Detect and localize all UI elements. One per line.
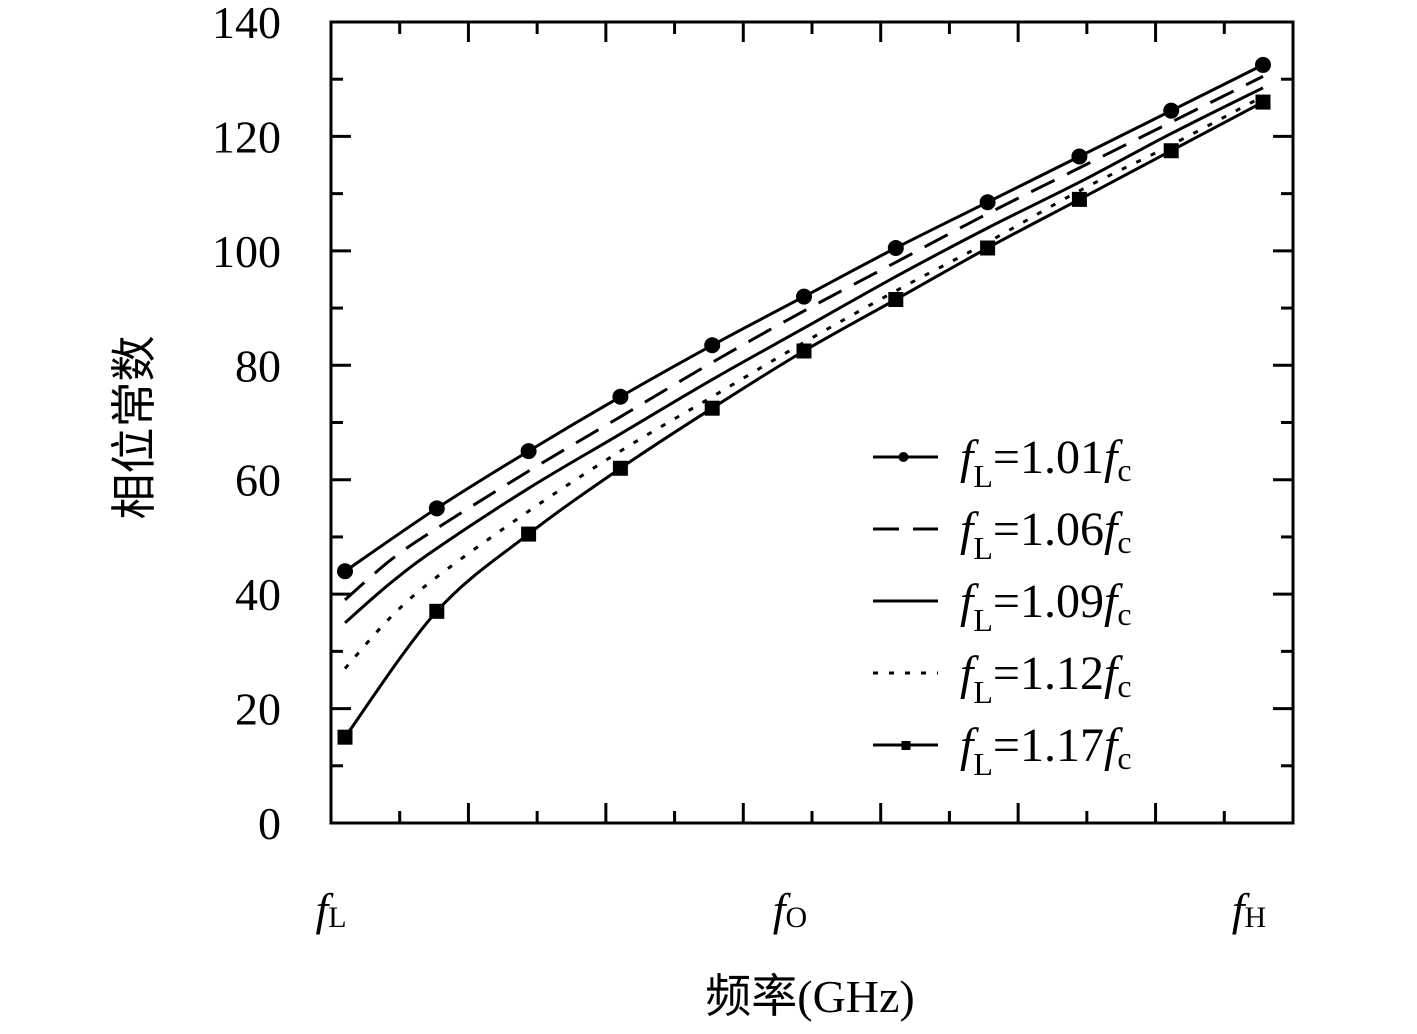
- series-5-point: [980, 240, 996, 256]
- series-5-point: [1255, 94, 1271, 110]
- series-1-point: [704, 337, 721, 354]
- plot-frame: [329, 20, 1295, 825]
- y-tick-label: 0: [258, 798, 281, 849]
- y-tick-label: 60: [235, 455, 281, 506]
- series-5-point: [337, 729, 353, 745]
- series-1-point: [887, 239, 904, 256]
- y-axis-title: 相位常数: [109, 336, 160, 520]
- series-line-1: [344, 63, 1264, 573]
- series-1-point: [1255, 56, 1271, 73]
- series-5-point: [521, 526, 537, 542]
- y-tick-label: 80: [235, 340, 281, 391]
- y-tick-label: 40: [235, 569, 281, 620]
- series-1-point: [520, 443, 537, 460]
- series-5-point: [612, 460, 628, 476]
- y-tick-label: 20: [235, 684, 281, 735]
- series-line-2: [344, 75, 1264, 602]
- x-tick-label: fO: [773, 884, 807, 935]
- series-5-point: [796, 343, 812, 359]
- y-tick-label: 120: [212, 111, 281, 162]
- series-1-point: [1163, 102, 1180, 119]
- legend-label-4: fL=1.12fc: [960, 647, 1132, 710]
- series-5-point: [1163, 143, 1179, 159]
- series-layer: [337, 56, 1271, 745]
- y-tick-label: 100: [212, 226, 281, 277]
- series-5-point: [704, 400, 720, 416]
- legend-label-5: fL=1.17fc: [960, 719, 1132, 782]
- x-axis-title: 频率(GHz): [705, 971, 915, 1022]
- series-1-point: [796, 288, 812, 305]
- series-5-point: [1071, 191, 1087, 207]
- legend-label-1: fL=1.01fc: [960, 431, 1132, 494]
- legend-marker-1: [898, 452, 909, 462]
- series-line-4: [343, 95, 1264, 670]
- series-5-point: [888, 291, 904, 307]
- series-line-5: [343, 100, 1264, 739]
- axis-ticks: 0 20 40 60 80 100 120 140 fL fO fH: [212, 0, 1293, 935]
- series-line-3: [344, 86, 1264, 624]
- x-tick-label: fH: [1232, 884, 1266, 935]
- series-1-point: [337, 563, 353, 580]
- y-tick-label: 140: [212, 0, 281, 48]
- legend-label-3: fL=1.09fc: [960, 575, 1132, 638]
- series-1-point: [979, 194, 996, 211]
- series-1-point: [612, 388, 629, 405]
- series-5-point: [429, 603, 445, 619]
- series-1-point: [428, 500, 445, 517]
- legend-label-2: fL=1.06fc: [960, 503, 1132, 566]
- legend-marker-5: [901, 741, 911, 750]
- series-1-point: [1071, 148, 1088, 165]
- legend: fL=1.01fc fL=1.06fc fL=1.09fc fL=1.12fc fL=1…: [873, 431, 1132, 782]
- x-tick-label: fL: [315, 884, 346, 935]
